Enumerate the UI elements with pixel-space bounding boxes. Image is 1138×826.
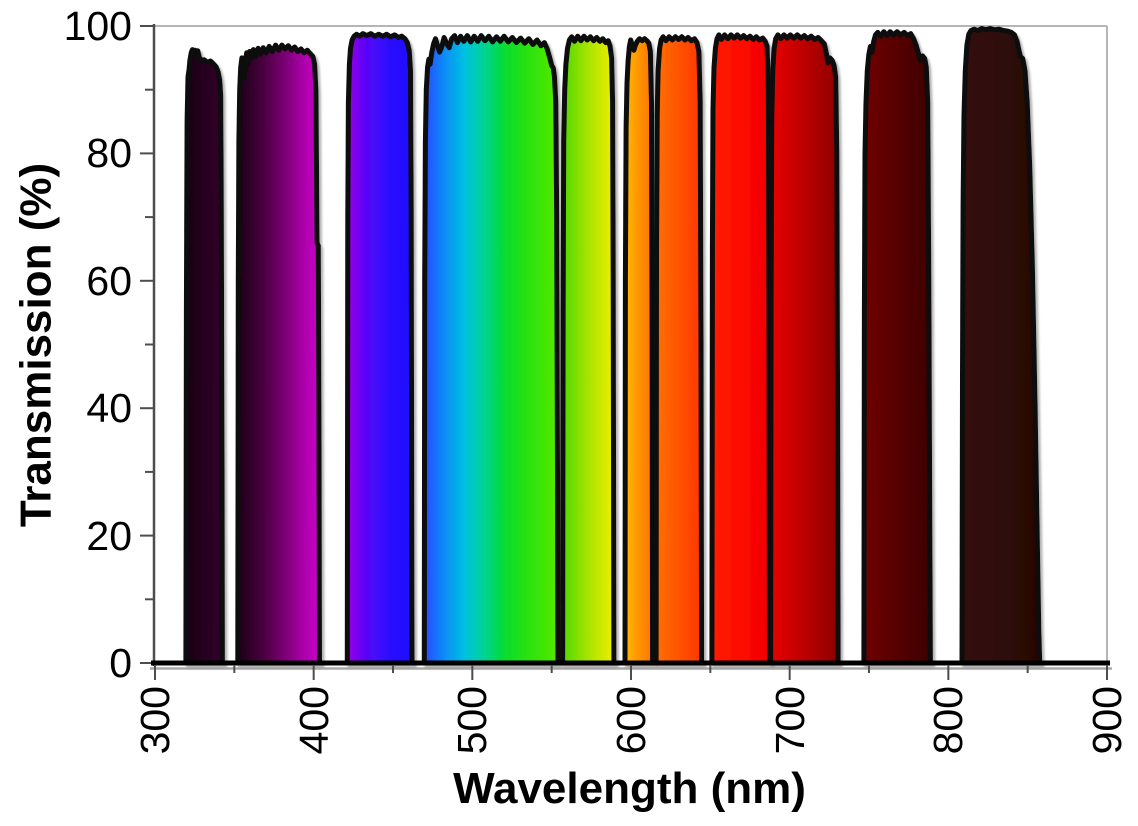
x-tick-label-800: 800 (925, 686, 972, 755)
x-tick-label-600: 600 (608, 686, 654, 755)
y-tick-label-20: 20 (86, 512, 132, 559)
y-axis-title: Transmission (%) (11, 162, 61, 528)
band-filter-441nm (344, 31, 415, 666)
y-tick-label-40: 40 (86, 385, 132, 432)
x-tick-label-300: 300 (132, 686, 178, 755)
band-filter-709nm (768, 32, 841, 666)
y-tick-label-0: 0 (109, 640, 132, 686)
axes-and-ticks (140, 24, 1112, 680)
y-tick-label-100: 100 (63, 3, 132, 49)
y-tick-label-60: 60 (86, 257, 132, 304)
x-tick-label-700: 700 (766, 686, 813, 755)
x-tick-label-400: 400 (290, 686, 337, 755)
band-filter-833nm (959, 26, 1043, 666)
band-filter-330nm (183, 47, 225, 666)
x-axis-title: Wavelength (nm) (453, 764, 806, 813)
y-tick-label-80: 80 (86, 130, 132, 177)
plot-frame (154, 25, 1108, 663)
band-filter-605nm (622, 36, 656, 666)
band-filter-768nm (861, 29, 933, 666)
x-tick-label-500: 500 (449, 686, 496, 755)
band-filter-511nm (421, 33, 561, 666)
x-tick-label-900: 900 (1084, 686, 1130, 755)
band-filter-378nm (235, 42, 322, 666)
band-filter-669nm (709, 32, 772, 666)
filter-bands (183, 26, 1043, 666)
band-filter-630nm (653, 34, 705, 666)
band-filter-573nm (560, 33, 617, 666)
